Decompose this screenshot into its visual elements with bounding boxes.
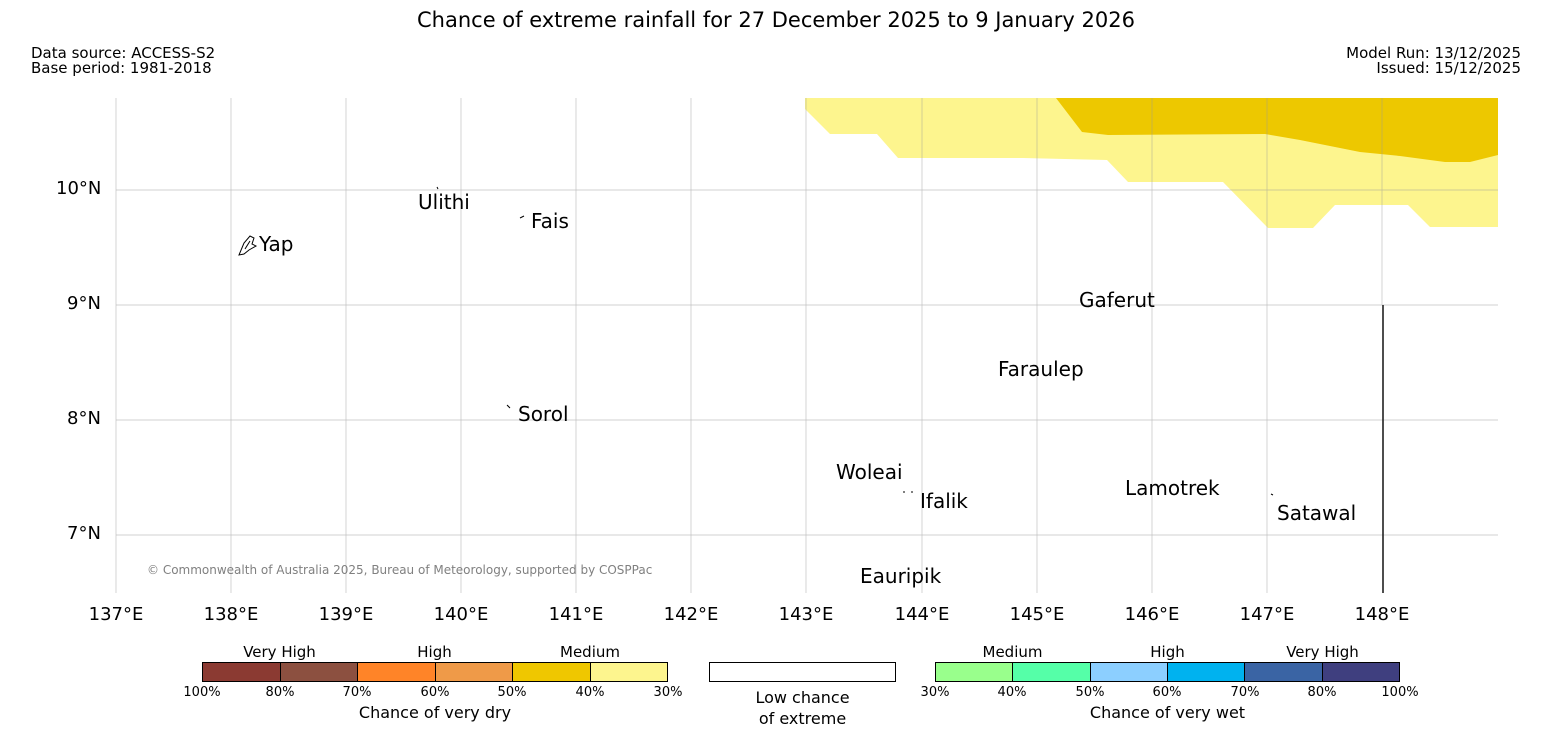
map-title: Chance of extreme rainfall for 27 Decemb… (417, 8, 1135, 32)
legend-neutral-line2: of extreme (758, 709, 847, 728)
lat-label-9n: 9°N (67, 293, 101, 314)
lon-label-148e: 148°E (1354, 604, 1410, 625)
data-source: Data source: ACCESS-S2 (31, 44, 216, 62)
medium-dry-dark-region (1056, 98, 1498, 162)
legend-wet-tick-30: 30% (920, 685, 950, 700)
legend-dry-swatch-60-50 (435, 663, 513, 681)
legend-dry-caption: Chance of very dry (358, 703, 512, 722)
legend-dry-swatch-100-80 (203, 663, 281, 681)
legend-dry-tick-50: 50% (497, 685, 527, 700)
legend-wet-tick-50: 50% (1075, 685, 1105, 700)
legend-wet-tick-60: 60% (1152, 685, 1182, 700)
lon-label-143e: 143°E (778, 604, 834, 625)
model-run: Model Run: 13/12/2025 (1346, 44, 1521, 62)
lon-label-145e: 145°E (1009, 604, 1065, 625)
place-label-ifalik: Ifalik (920, 489, 968, 513)
issued-date: Issued: 15/12/2025 (1376, 59, 1521, 77)
lon-label-140e: 140°E (433, 604, 489, 625)
lon-label-137e: 137°E (88, 604, 144, 625)
lon-label-141e: 141°E (548, 604, 604, 625)
place-label-fais: Fais (531, 209, 569, 233)
place-label-ulithi: Ulithi (418, 190, 470, 214)
legend-wet-group-very-high: Very High (1286, 643, 1359, 661)
legend-dry-group-very-high: Very High (243, 643, 316, 661)
legend-dry-tick-80: 80% (265, 685, 295, 700)
lat-label-10n: 10°N (56, 178, 102, 199)
legend-wet-group-high: High (1150, 643, 1185, 661)
place-label-gaferut: Gaferut (1079, 288, 1155, 312)
legend-dry-tick-70: 70% (342, 685, 372, 700)
legend-neutral-line1: Low chance (755, 688, 850, 707)
legend-wet-swatch-30-40 (936, 663, 1014, 681)
legend-dry-swatch-40-30 (590, 663, 667, 681)
legend-dry-tick-60: 60% (420, 685, 450, 700)
lon-label-147e: 147°E (1239, 604, 1295, 625)
legend-wet-colorbar (935, 662, 1400, 682)
legend-neutral-swatch (709, 662, 896, 682)
legend-wet-swatch-70-80 (1245, 663, 1323, 681)
place-label-woleai: Woleai (836, 460, 903, 484)
legend-dry-swatch-80-70 (280, 663, 358, 681)
lon-label-142e: 142°E (663, 604, 719, 625)
lon-label-139e: 139°E (318, 604, 374, 625)
legend-dry-group-high: High (417, 643, 452, 661)
legend-wet-swatch-50-60 (1090, 663, 1168, 681)
legend-wet-swatch-80-100 (1322, 663, 1399, 681)
lon-label-138e: 138°E (203, 604, 259, 625)
lon-label-144e: 144°E (894, 604, 950, 625)
legend-dry-colorbar (202, 662, 668, 682)
legend-dry-swatch-50-40 (513, 663, 591, 681)
legend-dry-tick-40: 40% (575, 685, 605, 700)
legend-dry-tick-100: 100% (183, 685, 221, 700)
legend-wet-group-medium: Medium (982, 643, 1043, 661)
gridlines (115, 98, 1498, 593)
place-label-sorol: Sorol (518, 402, 569, 426)
legend-dry-group-medium: Medium (560, 643, 620, 661)
legend-wet-tick-70: 70% (1230, 685, 1260, 700)
copyright-notice: © Commonwealth of Australia 2025, Bureau… (147, 563, 653, 577)
island-shapes (238, 186, 1274, 496)
place-label-yap: Yap (259, 232, 294, 256)
base-period: Base period: 1981-2018 (31, 59, 212, 77)
legend-dry-swatch-70-60 (358, 663, 436, 681)
legend-wet-tick-100: 100% (1381, 685, 1419, 700)
legend-wet-swatch-60-70 (1167, 663, 1246, 681)
legend-wet-tick-80: 80% (1307, 685, 1337, 700)
place-label-lamotrek: Lamotrek (1125, 476, 1220, 500)
legend-wet-swatch-40-50 (1013, 663, 1091, 681)
legend-wet-caption: Chance of very wet (1089, 703, 1246, 722)
legend-dry-tick-30: 30% (653, 685, 683, 700)
lon-label-146e: 146°E (1124, 604, 1180, 625)
lat-label-8n: 8°N (67, 408, 101, 429)
place-label-faraulep: Faraulep (998, 357, 1084, 381)
lat-label-7n: 7°N (67, 523, 101, 544)
legend-wet-tick-40: 40% (997, 685, 1027, 700)
place-label-eauripik: Eauripik (860, 564, 942, 588)
place-label-satawal: Satawal (1277, 501, 1357, 525)
